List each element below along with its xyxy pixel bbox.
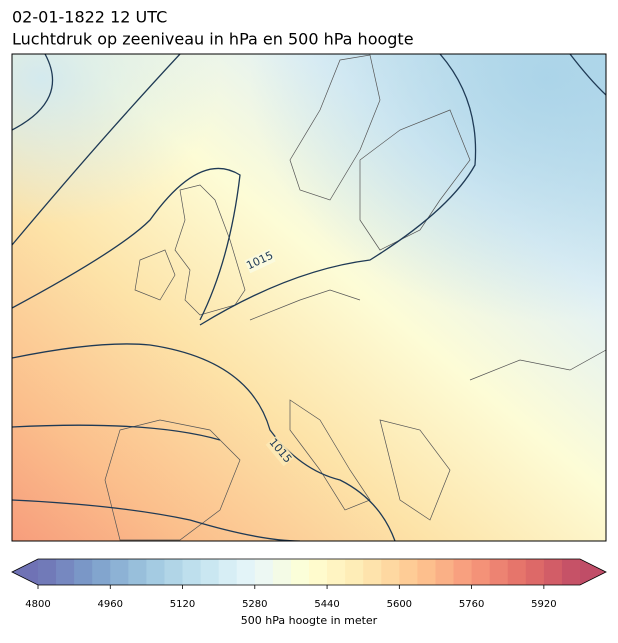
colorbar-segment xyxy=(272,559,292,585)
colorbar-extend-high xyxy=(580,559,606,585)
colorbar-segment xyxy=(218,559,238,585)
pressure-contours xyxy=(12,54,606,541)
map-frame xyxy=(11,53,607,542)
colorbar-segment xyxy=(453,559,473,585)
colorbar-segment xyxy=(254,559,274,585)
colorbar-tick-label: 5600 xyxy=(387,599,412,610)
colorbar-extend-low xyxy=(12,559,38,585)
colorbar-tick-label: 4960 xyxy=(98,599,123,610)
colorbar-segment xyxy=(56,559,75,585)
colorbar-segment xyxy=(236,559,256,585)
colorbar-segment xyxy=(164,559,184,585)
colorbar-segment xyxy=(200,559,220,585)
colorbar-segment xyxy=(561,559,581,585)
colorbar-segment xyxy=(525,559,545,585)
colorbar-segment xyxy=(381,559,400,585)
colorbar-segment xyxy=(363,559,382,585)
colorbar-segment xyxy=(507,559,527,585)
colorbar-segment xyxy=(543,559,563,585)
colorbar-segment xyxy=(38,559,57,585)
colorbar-segment xyxy=(489,559,509,585)
colorbar-segment xyxy=(128,559,147,585)
contour-label-bg xyxy=(244,248,276,274)
colorbar-segment xyxy=(309,559,328,585)
colorbar-segment xyxy=(327,559,346,585)
contour-label-bg xyxy=(265,435,295,467)
map: 1015 1015 xyxy=(12,54,606,541)
colorbar-label: 500 hPa hoogte in meter xyxy=(241,614,378,627)
colorbar-segment xyxy=(146,559,165,585)
colorbar-tick-label: 5440 xyxy=(314,599,339,610)
colorbar-tick-label: 5280 xyxy=(242,599,267,610)
subtitle: Luchtdruk op zeeniveau in hPa en 500 hPa… xyxy=(12,30,414,49)
title: 02-01-1822 12 UTC xyxy=(12,8,167,27)
colorbar-segment xyxy=(399,559,418,585)
colorbar-segment xyxy=(92,559,111,585)
colorbar-segment xyxy=(345,559,364,585)
colorbar-segment xyxy=(417,559,436,585)
colorbar-outline xyxy=(11,558,607,586)
colorbar-tick-label: 5760 xyxy=(459,599,484,610)
colorbar-segment xyxy=(290,559,310,585)
colorbar-tick-label: 4800 xyxy=(25,599,50,610)
coastlines xyxy=(104,54,606,541)
colorbar-tick-label: 5920 xyxy=(531,599,556,610)
height-field-low xyxy=(12,54,606,541)
colorbar-segment xyxy=(110,559,129,585)
colorbar-tick-label: 5120 xyxy=(170,599,195,610)
colorbar-segment xyxy=(74,559,93,585)
colorbar-segment xyxy=(435,559,455,585)
colorbar-segment xyxy=(182,559,202,585)
colorbar-segment xyxy=(471,559,491,585)
colorbar: 4800 4960 5120 5280 5440 5600 5760 5920 xyxy=(11,558,607,610)
